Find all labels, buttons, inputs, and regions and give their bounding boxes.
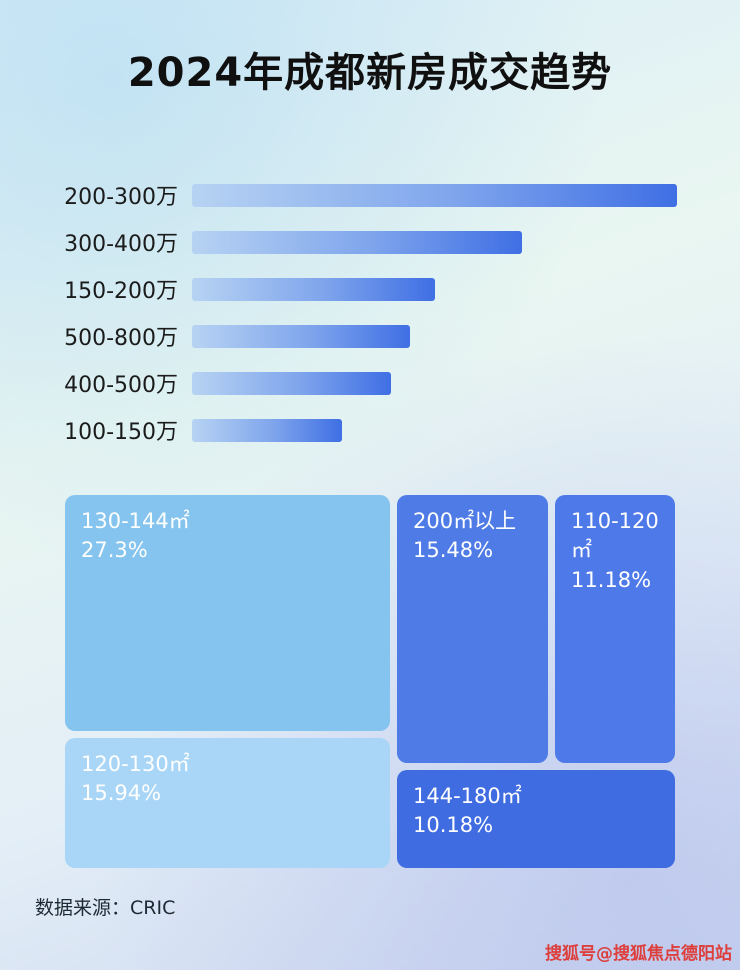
bar-track — [192, 230, 692, 254]
bar — [192, 371, 391, 395]
treemap-block: 120-130㎡ 15.94% — [65, 738, 390, 868]
bar-row: 300-400万 — [40, 230, 700, 257]
treemap-block-label: 200㎡以上 — [413, 509, 517, 533]
treemap-block-value: 10.18% — [413, 813, 494, 838]
bar-category-label: 200-300万 — [64, 185, 178, 210]
bar — [192, 277, 435, 301]
treemap-block: 110-120㎡ 11.18% — [555, 495, 675, 763]
treemap-block: 130-144㎡ 27.3% — [65, 495, 390, 731]
bar-row: 400-500万 — [40, 371, 700, 398]
bar-chart: 200-300万 300-400万 150-200万 500-800万 400-… — [40, 183, 700, 465]
watermark-text: 搜狐号@搜狐焦点德阳站 — [545, 944, 732, 964]
bar-category-label: 500-800万 — [64, 326, 178, 351]
bar-row: 200-300万 — [40, 183, 700, 210]
treemap-block-value: 27.3% — [81, 538, 148, 563]
bar-track — [192, 418, 692, 442]
bar-category-label: 300-400万 — [64, 232, 178, 257]
treemap-block-label: 144-180㎡ — [413, 784, 522, 808]
treemap-block-label: 130-144㎡ — [81, 509, 190, 533]
bar-track — [192, 371, 692, 395]
treemap-block-value: 15.48% — [413, 538, 494, 563]
treemap-block-value: 11.18% — [571, 567, 652, 592]
bar-track — [192, 277, 692, 301]
treemap-block-label: 120-130㎡ — [81, 752, 190, 776]
data-source-label: 数据来源：CRIC — [35, 897, 176, 919]
bar-track — [192, 183, 692, 207]
bar — [192, 418, 343, 442]
bar — [192, 324, 411, 348]
bar-row: 150-200万 — [40, 277, 700, 304]
treemap-block: 144-180㎡ 10.18% — [397, 770, 675, 868]
bar-row: 500-800万 — [40, 324, 700, 351]
bar-track — [192, 324, 692, 348]
page-title: 2024年成都新房成交趋势 — [127, 50, 613, 96]
treemap-block: 200㎡以上 15.48% — [397, 495, 548, 763]
bar — [192, 230, 522, 254]
bar-category-label: 150-200万 — [64, 279, 178, 304]
bar-category-label: 100-150万 — [64, 420, 178, 445]
treemap-block-label: 110-120㎡ — [571, 509, 659, 563]
treemap-chart: 130-144㎡ 27.3% 200㎡以上 15.48% 110-120㎡ 11… — [65, 495, 675, 868]
bar-row: 100-150万 — [40, 418, 700, 445]
treemap-block-value: 15.94% — [81, 781, 162, 806]
bar — [192, 183, 677, 207]
bar-category-label: 400-500万 — [64, 373, 178, 398]
